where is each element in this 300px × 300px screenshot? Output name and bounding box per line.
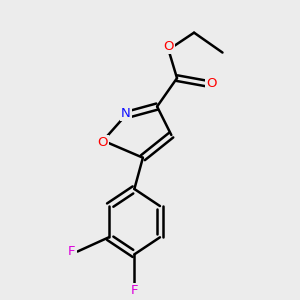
Text: F: F (68, 245, 76, 258)
Text: O: O (163, 40, 174, 53)
Text: F: F (130, 284, 138, 297)
Text: N: N (121, 107, 131, 120)
Text: O: O (206, 77, 217, 90)
Text: O: O (97, 136, 108, 148)
